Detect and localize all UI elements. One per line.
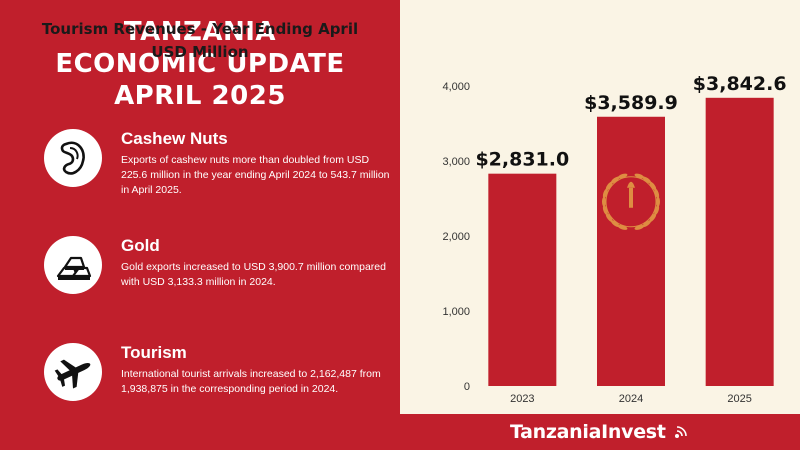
y-tick-label: 2,000 bbox=[442, 231, 470, 243]
title-line-2: ECONOMIC UPDATE bbox=[55, 49, 345, 79]
page-title: TANZANIA ECONOMIC UPDATE APRIL 2025 bbox=[0, 16, 400, 112]
x-tick-label: 2024 bbox=[619, 393, 643, 405]
x-tick-label: 2025 bbox=[727, 393, 751, 405]
title-line-1: TANZANIA bbox=[123, 17, 277, 47]
bar bbox=[488, 173, 557, 386]
chart-title-line-2: USD Million bbox=[151, 43, 249, 61]
signal-icon bbox=[675, 425, 687, 438]
data-label: $3,842.6 bbox=[693, 73, 787, 95]
bar bbox=[597, 116, 665, 386]
bar bbox=[705, 97, 774, 387]
chart-title-line-1: Tourism Revenues - Year Ending April bbox=[41, 20, 359, 38]
data-label: $2,831.0 bbox=[475, 149, 569, 171]
x-tick-label: 2023 bbox=[510, 393, 534, 405]
y-tick-label: 3,000 bbox=[442, 156, 470, 168]
watermark-seal-icon bbox=[602, 173, 660, 230]
airplane-icon bbox=[44, 343, 102, 401]
gold-bars-icon bbox=[44, 236, 102, 294]
item-title: Tourism bbox=[121, 343, 187, 362]
item-title: Gold bbox=[121, 236, 160, 255]
item-description: International tourist arrivals increased… bbox=[121, 368, 381, 395]
item-description: Gold exports increased to USD 3,900.7 mi… bbox=[121, 261, 386, 288]
y-tick-label: 0 bbox=[464, 381, 470, 393]
item-title: Cashew Nuts bbox=[121, 129, 228, 148]
left-panel: TANZANIA ECONOMIC UPDATE APRIL 2025 Cash… bbox=[0, 16, 400, 401]
data-label: $3,589.9 bbox=[584, 92, 678, 114]
cashew-icon bbox=[44, 129, 102, 187]
title-line-3: APRIL 2025 bbox=[114, 81, 286, 111]
y-tick-label: 1,000 bbox=[442, 306, 470, 318]
item-description: Exports of cashew nuts more than doubled… bbox=[121, 154, 390, 196]
chart-title: Tourism Revenues - Year Ending April USD… bbox=[0, 18, 400, 64]
y-tick-label: 4,000 bbox=[442, 81, 470, 93]
bar-chart: 0 1,000 2,000 3,000 4,000 $2,831.0 2023 $3,589.… bbox=[442, 73, 787, 405]
brand-footer: TanzaniaInvest bbox=[400, 414, 800, 450]
brand-logo: TanzaniaInvest bbox=[509, 421, 666, 443]
